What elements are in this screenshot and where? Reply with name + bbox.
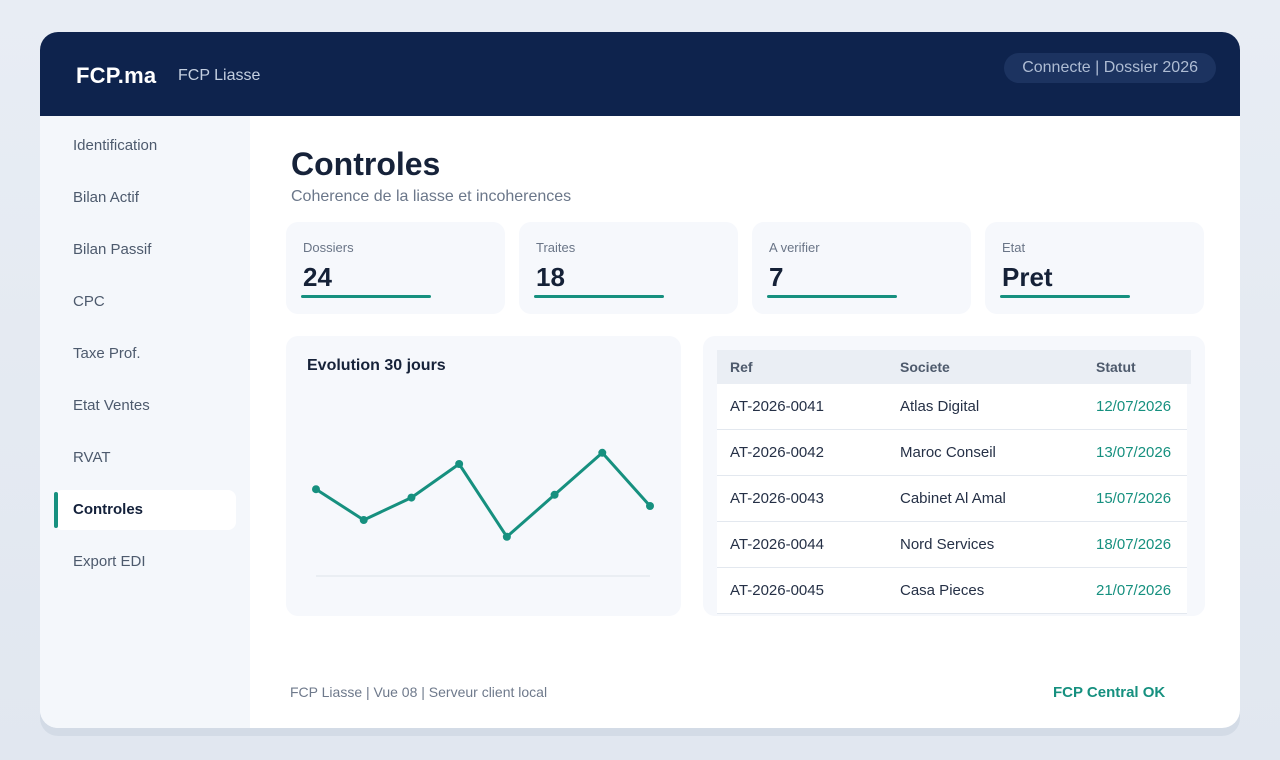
connection-status-badge: Connecte | Dossier 2026	[1004, 53, 1216, 83]
dossiers-table: Ref Societe Statut AT-2026-0041 Atlas Di…	[703, 336, 1205, 616]
kpi-label: Traites	[536, 240, 576, 255]
app-window: FCP.ma FCP Liasse Connecte | Dossier 202…	[40, 32, 1240, 728]
cell-ref: AT-2026-0044	[730, 536, 824, 553]
sidebar-item-identification[interactable]: Identification	[54, 126, 236, 166]
kpi-card-etat: Etat Pret	[985, 222, 1204, 314]
central-status: FCP Central OK	[1053, 684, 1166, 701]
kpi-value: Pret	[1002, 262, 1053, 292]
kpi-accent-bar	[1000, 295, 1130, 298]
table-row[interactable]: AT-2026-0042 Maroc Conseil 13/07/2026	[717, 430, 1187, 476]
chart-title: Evolution 30 jours	[307, 357, 446, 374]
kpi-value: 7	[769, 262, 784, 292]
data-point[interactable]	[312, 485, 320, 494]
cell-statut: 12/07/2026	[1096, 398, 1172, 415]
sidebar-item-export-edi[interactable]: Export EDI	[54, 542, 236, 582]
data-point[interactable]	[502, 532, 511, 541]
sidebar-item-label: Export EDI	[73, 553, 146, 570]
sidebar-item-label: Taxe Prof.	[73, 345, 141, 362]
kpi-card-traites: Traites 18	[519, 222, 738, 314]
column-header-societe[interactable]: Societe	[900, 359, 950, 375]
cell-statut: 21/07/2026	[1096, 582, 1172, 599]
kpi-label: Dossiers	[303, 240, 354, 255]
sidebar-item-label: Bilan Actif	[73, 189, 139, 206]
data-point[interactable]	[598, 448, 607, 457]
sidebar-item-taxe-prof[interactable]: Taxe Prof.	[54, 334, 236, 374]
footer-info: FCP Liasse | Vue 08 | Serveur client loc…	[290, 684, 548, 700]
cell-societe: Casa Pieces	[900, 582, 985, 599]
sidebar-item-rvat[interactable]: RVAT	[54, 438, 236, 478]
cell-statut: 13/07/2026	[1096, 444, 1172, 461]
data-point[interactable]	[550, 490, 559, 499]
line-chart	[312, 448, 654, 577]
cell-ref: AT-2026-0043	[730, 490, 824, 507]
table-row[interactable]: AT-2026-0043 Cabinet Al Amal 15/07/2026	[717, 476, 1187, 522]
cell-ref: AT-2026-0042	[730, 444, 824, 461]
cell-societe: Maroc Conseil	[900, 444, 996, 461]
kpi-label: Etat	[1002, 240, 1026, 255]
data-point[interactable]	[646, 502, 654, 510]
sidebar-item-bilan-actif[interactable]: Bilan Actif	[54, 178, 236, 218]
kpi-label: A verifier	[769, 240, 820, 255]
kpi-card-dossiers: Dossiers 24	[286, 222, 505, 314]
sidebar-item-label: Identification	[73, 137, 158, 154]
cell-ref: AT-2026-0045	[730, 582, 824, 599]
page-subtitle: Coherence de la liasse et incoherences	[291, 188, 572, 205]
table-row[interactable]: AT-2026-0045 Casa Pieces 21/07/2026	[717, 568, 1187, 614]
sidebar-item-controles[interactable]: Controles	[54, 490, 236, 530]
sidebar-item-etat-ventes[interactable]: Etat Ventes	[54, 386, 236, 426]
app-name: FCP Liasse	[178, 67, 261, 84]
sidebar-item-label: RVAT	[73, 449, 111, 466]
kpi-accent-bar	[767, 295, 897, 298]
data-point[interactable]	[359, 516, 368, 524]
page-title: Controles	[291, 146, 441, 182]
sidebar-item-label: Etat Ventes	[73, 397, 150, 414]
kpi-card-a-verifier: A verifier 7	[752, 222, 971, 314]
column-header-statut[interactable]: Statut	[1096, 359, 1136, 375]
kpi-value: 24	[303, 262, 332, 292]
cell-societe: Cabinet Al Amal	[900, 490, 1006, 507]
cell-societe: Atlas Digital	[900, 398, 980, 415]
sidebar-item-label: Bilan Passif	[73, 241, 152, 258]
cell-statut: 18/07/2026	[1096, 536, 1172, 553]
kpi-value: 18	[536, 262, 565, 292]
sidebar-item-label: CPC	[73, 293, 105, 310]
series-line	[315, 451, 652, 539]
table-header: Ref Societe Statut	[717, 350, 1191, 384]
sidebar-item-bilan-passif[interactable]: Bilan Passif	[54, 230, 236, 270]
evolution-chart-card: Evolution 30 jours	[286, 336, 681, 616]
kpi-accent-bar	[534, 295, 664, 298]
top-bar: FCP.ma FCP Liasse Connecte | Dossier 202…	[40, 32, 1240, 116]
data-point[interactable]	[407, 493, 416, 502]
cell-statut: 15/07/2026	[1096, 490, 1172, 507]
table-row[interactable]: AT-2026-0044 Nord Services 18/07/2026	[717, 522, 1187, 568]
data-point[interactable]	[455, 460, 464, 468]
sidebar: Identification Bilan Actif Bilan Passif …	[40, 116, 250, 728]
sidebar-item-label: Controles	[73, 501, 144, 518]
column-header-ref[interactable]: Ref	[730, 359, 753, 375]
brand-logo[interactable]: FCP.ma	[76, 63, 157, 88]
sidebar-item-cpc[interactable]: CPC	[54, 282, 236, 322]
table-row[interactable]: AT-2026-0041 Atlas Digital 12/07/2026	[717, 384, 1187, 430]
cell-societe: Nord Services	[900, 536, 995, 553]
cell-ref: AT-2026-0041	[730, 398, 824, 415]
kpi-accent-bar	[301, 295, 431, 298]
